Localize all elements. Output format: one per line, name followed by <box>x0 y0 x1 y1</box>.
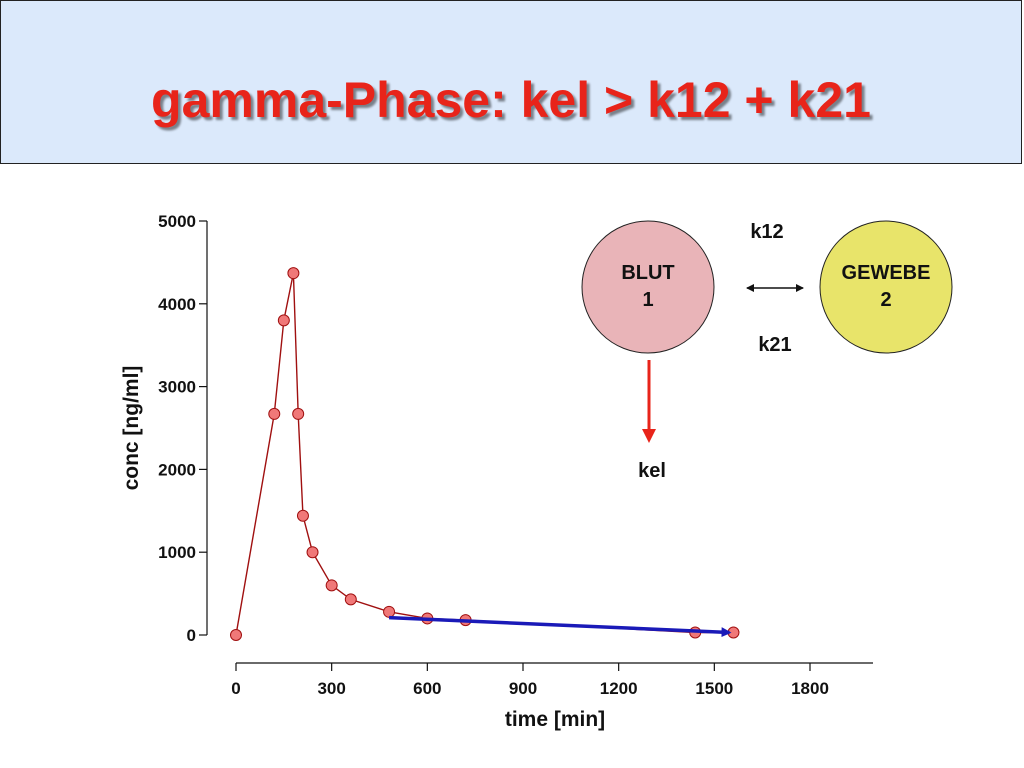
slide-title: gamma-Phase: kel > k12 + k21 <box>151 72 871 128</box>
x-tick-label: 300 <box>317 679 345 698</box>
x-tick-label: 600 <box>413 679 441 698</box>
title-banner: gamma-Phase: kel > k12 + k21 <box>0 0 1022 164</box>
x-tick-label: 0 <box>231 679 240 698</box>
x-axis-title: time [min] <box>505 708 605 731</box>
data-point <box>268 407 281 420</box>
annotation-group <box>388 615 732 638</box>
k12-label: k12 <box>750 221 783 243</box>
data-point <box>325 579 338 592</box>
data-point <box>230 629 242 641</box>
data-point <box>292 407 305 420</box>
compartment-diagram: BLUT 1 GEWEBE 2 k12 k21 kel <box>581 220 953 482</box>
y-tick-label: 2000 <box>158 460 196 479</box>
y-tick-label: 0 <box>187 626 196 645</box>
data-point <box>296 509 309 522</box>
k21-label: k21 <box>758 334 791 356</box>
kel-label: kel <box>638 460 666 482</box>
compartment-blut-label: BLUT <box>621 262 674 284</box>
compartment-gewebe-number: 2 <box>880 289 891 311</box>
x-tick-label: 1500 <box>695 679 733 698</box>
y-tick-label: 3000 <box>158 378 196 397</box>
y-tick-label: 1000 <box>158 543 196 562</box>
data-point <box>287 267 300 280</box>
y-tick-label: 4000 <box>158 295 196 314</box>
data-point <box>344 593 357 606</box>
compartment-gewebe-label: GEWEBE <box>842 262 931 284</box>
x-tick-label: 1200 <box>600 679 638 698</box>
y-tick-label: 5000 <box>158 212 196 231</box>
data-point <box>277 314 290 327</box>
data-point <box>306 546 319 559</box>
compartment-gewebe <box>819 220 953 354</box>
trend-arrow <box>388 615 732 638</box>
axes: 0 1000 2000 3000 4000 5000 0 300 600 900 1200 1500 1… <box>158 212 873 698</box>
y-axis-title: conc [ng/ml] <box>120 366 143 491</box>
compartment-blut <box>581 220 715 354</box>
data-point <box>383 605 396 618</box>
x-tick-label: 900 <box>509 679 537 698</box>
x-tick-label: 1800 <box>791 679 829 698</box>
data-point <box>727 626 740 639</box>
compartment-blut-number: 1 <box>642 289 653 311</box>
